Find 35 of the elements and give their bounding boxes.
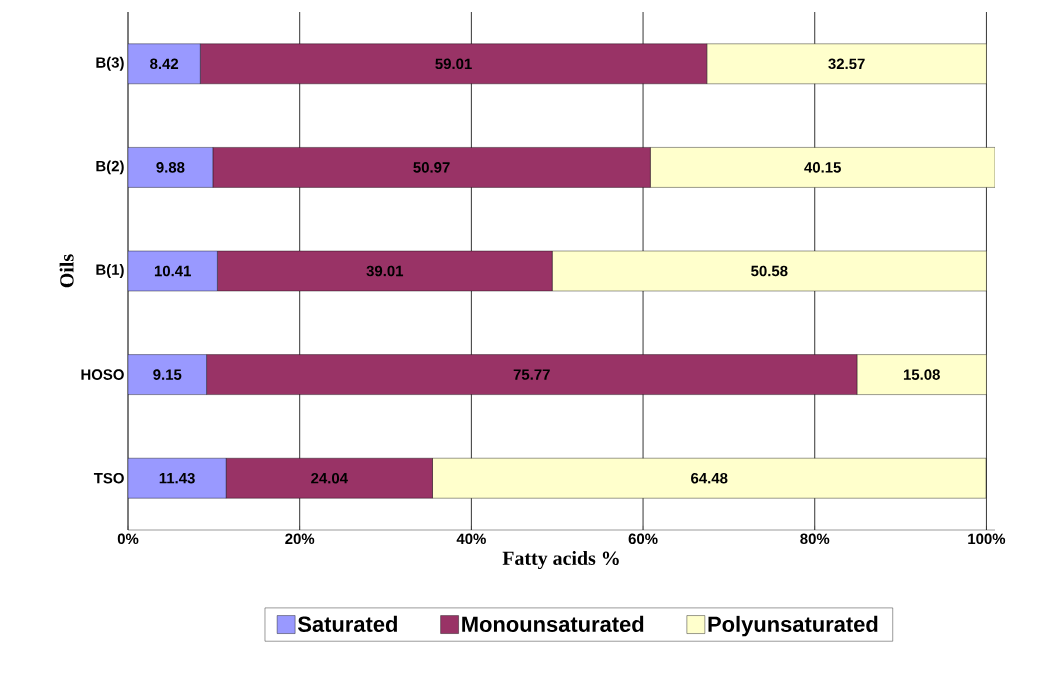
data-label: 50.58 [751,265,788,277]
x-tick-label: 0% [117,533,139,545]
data-label: 8.42 [150,58,179,70]
legend-label: Monounsaturated [462,615,644,632]
bar [128,43,201,84]
data-label: 50.97 [413,162,450,173]
x-tick-label: 60% [628,533,658,545]
x-tick-label: 80% [800,533,830,545]
data-label: 11.43 [159,472,195,484]
data-label: 59.01 [435,58,472,70]
y-tick-label: TSO [93,472,124,484]
y-axis-title: Oils [59,254,74,288]
data-label: 40.15 [804,162,841,173]
legend-label: Saturated [297,615,397,632]
x-tick-label: 20% [285,533,315,545]
y-tick-label: HOSO [81,369,124,380]
bar [128,354,207,395]
data-label: 64.48 [691,472,728,484]
legend-label: Polyunsaturated [708,615,878,637]
data-label: 15.08 [903,369,940,380]
x-tick-label: 100% [968,533,1006,545]
bar [128,147,214,188]
x-axis-title: Fatty acids % [502,550,619,570]
data-label: 75.77 [513,369,550,380]
y-tick-label: B(2) [96,160,124,175]
data-label: 39.01 [366,265,404,277]
y-tick-label: B(3) [96,56,124,71]
data-label: 32.57 [828,58,865,70]
data-label: 10.41 [154,265,191,277]
y-tick-label: B(1) [96,264,124,278]
data-label: 9.15 [153,369,182,380]
data-label: 9.88 [156,162,185,173]
x-tick-label: 40% [456,533,486,545]
bar [128,458,227,499]
data-label: 24.04 [311,472,348,484]
